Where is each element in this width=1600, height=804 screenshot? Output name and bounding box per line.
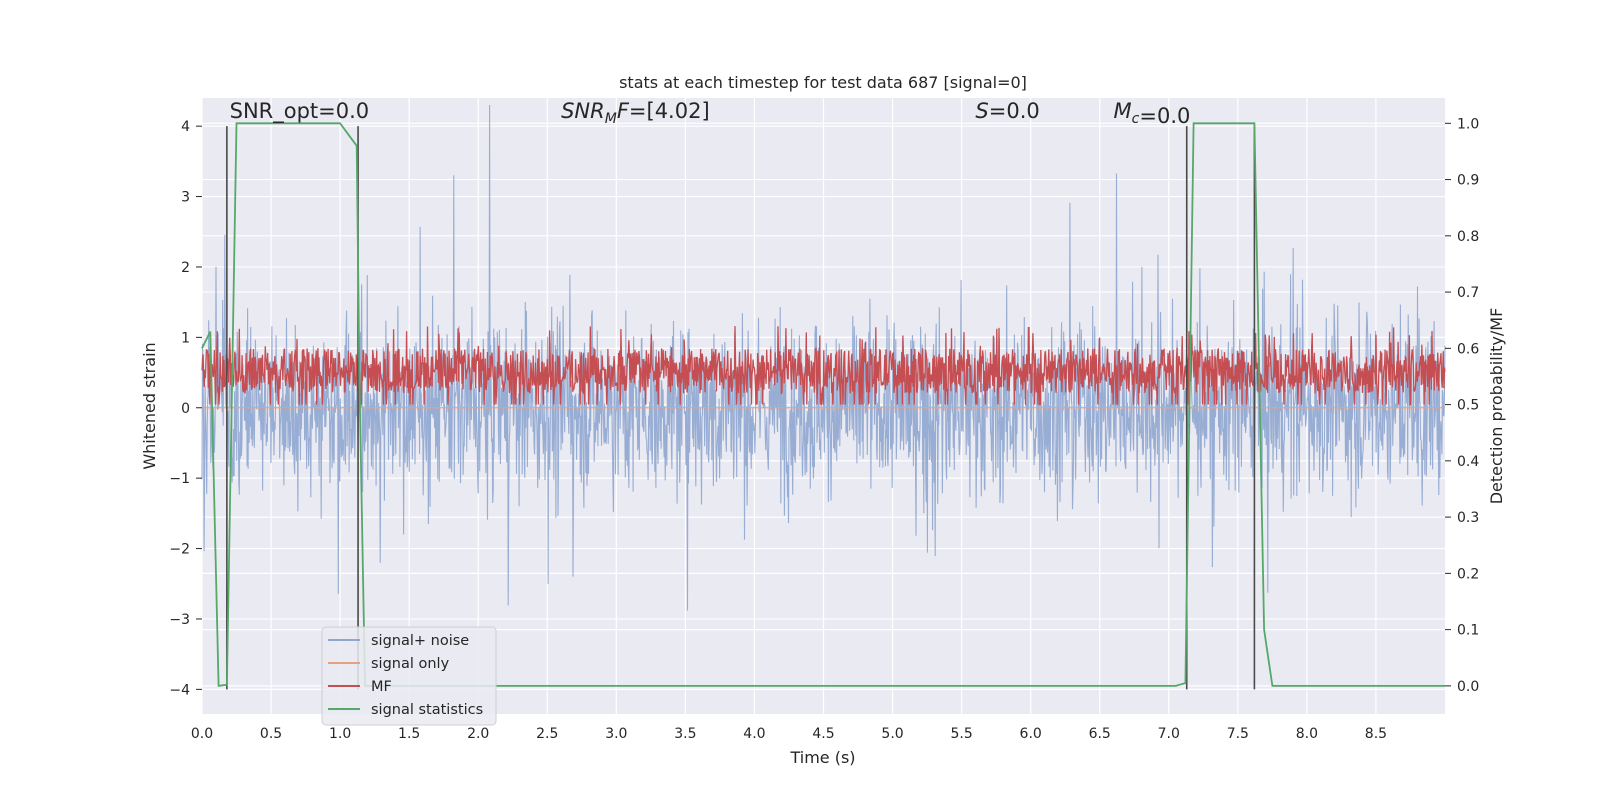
legend-box xyxy=(321,626,497,726)
x-axis-label: Time (s) xyxy=(789,748,855,767)
y-tick-label-left: −1 xyxy=(169,471,190,487)
legend-label-signal-statistics: signal statistics xyxy=(371,702,483,718)
y-tick-label-right: 0.7 xyxy=(1457,285,1479,301)
x-tick-label: 7.5 xyxy=(1227,726,1249,742)
x-tick-label: 6.0 xyxy=(1020,726,1042,742)
y-tick-label-right: 0.6 xyxy=(1457,341,1479,357)
y-tick-label-right: 0.3 xyxy=(1457,510,1479,526)
annotation-layer: SNR_opt=0.0 SNRMF=[4.02] S=0.0 Mc=0.0 xyxy=(230,99,1191,128)
y-tick-label-right: 0.5 xyxy=(1457,398,1479,414)
legend-label-signal-noise: signal+ noise xyxy=(371,633,469,649)
x-tick-label: 1.0 xyxy=(329,726,351,742)
x-tick-label: 6.5 xyxy=(1089,726,1111,742)
y-tick-label-left: 1 xyxy=(181,330,190,346)
y-tick-label-left: −4 xyxy=(169,682,190,698)
x-tick-label: 8.0 xyxy=(1296,726,1318,742)
y-tick-label-left: −3 xyxy=(169,612,190,628)
y-tick-label-right: 1.0 xyxy=(1457,116,1479,132)
x-tick-label: 5.5 xyxy=(950,726,972,742)
y-tick-label-left: −2 xyxy=(169,542,190,558)
x-tick-label: 1.5 xyxy=(398,726,420,742)
y-tick-label-right: 0.1 xyxy=(1457,623,1479,639)
x-tick-label: 0.5 xyxy=(260,726,282,742)
annotation-text: Mc=0.0 xyxy=(1114,99,1191,128)
y-tick-label-left: 3 xyxy=(181,190,190,206)
y-tick-label-right: 0.2 xyxy=(1457,566,1479,582)
x-tick-label: 7.0 xyxy=(1158,726,1180,742)
x-tick-label: 5.0 xyxy=(881,726,903,742)
data-layer xyxy=(201,104,1446,690)
y-tick-label-right: 0.0 xyxy=(1457,679,1479,695)
x-tick-label: 2.0 xyxy=(467,726,489,742)
series-mf-line xyxy=(201,326,1446,406)
chart-title: stats at each timestep for test data 687… xyxy=(619,73,1027,92)
tick-layer: 0.0 0.5 1.0 1.5 2.0 2.5 3.0 3.5 4.0 4.5 5.0 5.5 6.0 6… xyxy=(169,116,1479,742)
x-tick-label: 8.5 xyxy=(1365,726,1387,742)
annotation-text: SNRMF=[4.02] xyxy=(561,99,710,127)
y-axis-label-left: Whitened strain xyxy=(140,342,159,469)
annotation-text: SNR_opt=0.0 xyxy=(230,99,370,124)
x-tick-label: 0.0 xyxy=(191,726,213,742)
y-tick-label-left: 0 xyxy=(181,401,190,417)
x-tick-label: 3.5 xyxy=(674,726,696,742)
legend-label-mf: MF xyxy=(371,679,392,695)
y-tick-label-right: 0.9 xyxy=(1457,173,1479,189)
legend-label-signal-only: signal only xyxy=(371,656,450,672)
y-tick-label-right: 0.8 xyxy=(1457,229,1479,245)
y-tick-label-left: 4 xyxy=(181,119,190,135)
y-tick-label-left: 2 xyxy=(181,260,190,276)
annotation-text: S=0.0 xyxy=(975,99,1039,123)
x-tick-label: 4.5 xyxy=(812,726,834,742)
legend: signal+ noise signal only MF signal stat… xyxy=(321,626,497,726)
x-tick-label: 3.0 xyxy=(605,726,627,742)
y-tick-label-right: 0.4 xyxy=(1457,454,1479,470)
x-tick-label: 4.0 xyxy=(743,726,765,742)
x-tick-label: 2.5 xyxy=(536,726,558,742)
y-axis-label-right: Detection probability/MF xyxy=(1487,308,1506,505)
